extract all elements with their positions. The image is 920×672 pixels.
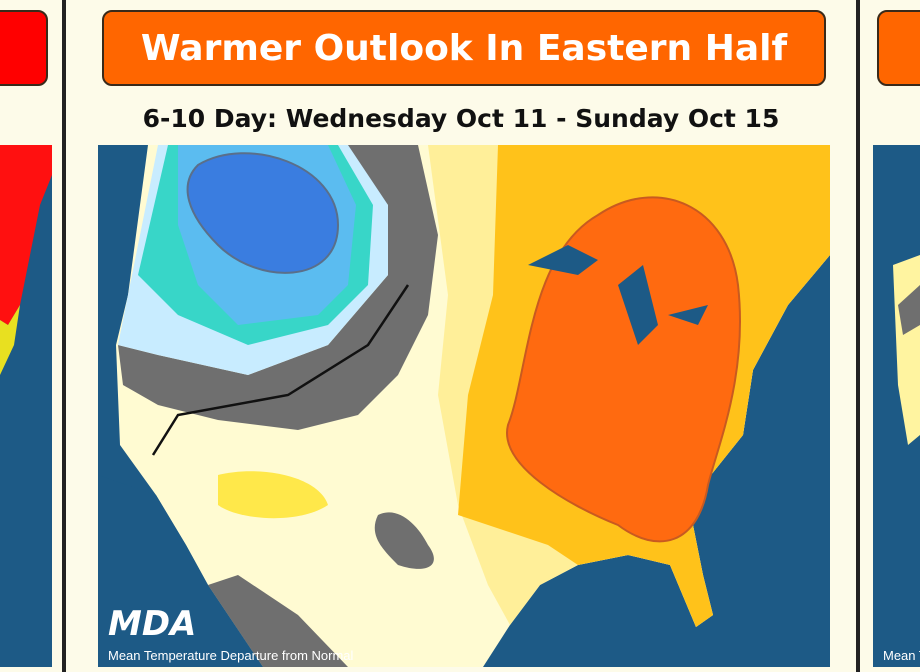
right-map: Mean Temperature Departure from Normal — [873, 145, 920, 667]
caption: Mean Temperature Departure from Normal — [883, 648, 920, 663]
right-banner — [877, 10, 920, 86]
subtitle: 6-10 Day: Wednesday Oct 11 - Sunday Oct … — [142, 104, 780, 133]
caption: Mean Temperature Departure from Normal — [108, 648, 354, 663]
left-banner — [0, 10, 48, 86]
logo: MDA — [108, 604, 196, 644]
divider — [856, 0, 860, 672]
title-banner: Warmer Outlook In Eastern Half — [102, 10, 826, 86]
left-map — [0, 145, 52, 667]
divider — [62, 0, 66, 672]
outlook-map: MDA Mean Temperature Departure from Norm… — [98, 145, 830, 667]
title: Warmer Outlook In Eastern Half — [140, 27, 788, 69]
